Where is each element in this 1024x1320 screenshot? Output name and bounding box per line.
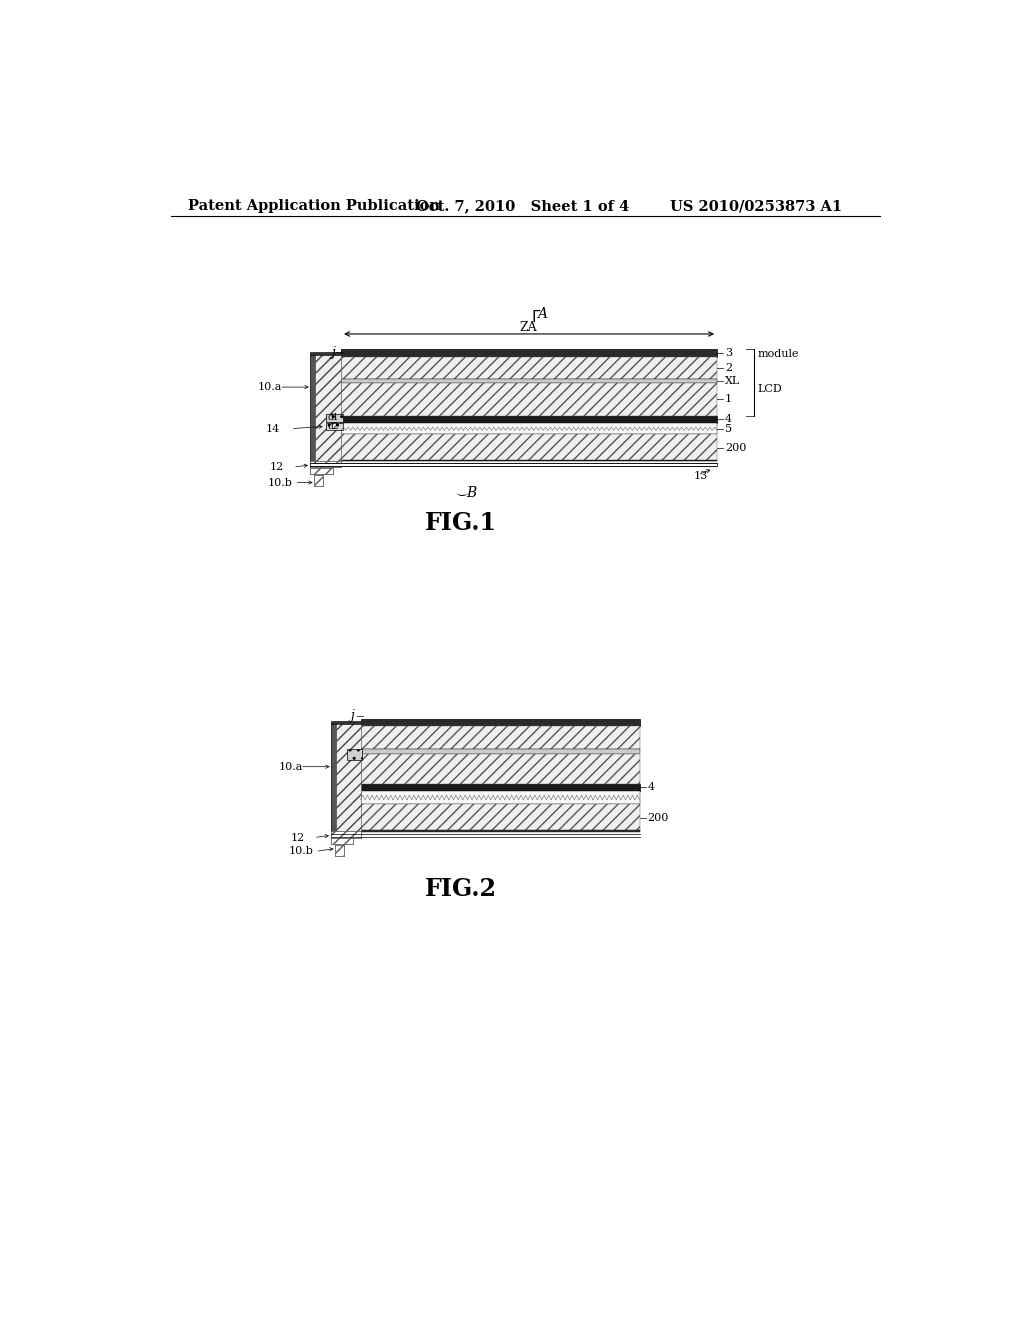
- Text: j: j: [331, 346, 335, 359]
- Bar: [310, 461, 341, 467]
- Text: Patent Application Publication: Patent Application Publication: [188, 199, 440, 213]
- Text: 12: 12: [270, 462, 284, 473]
- Bar: [341, 358, 717, 379]
- Text: A: A: [538, 308, 547, 321]
- Bar: [331, 832, 360, 838]
- Text: 5: 5: [725, 424, 732, 434]
- Bar: [346, 748, 362, 760]
- Bar: [310, 469, 334, 474]
- Text: d2: d2: [328, 422, 339, 430]
- Text: $\Gamma$: $\Gamma$: [531, 309, 542, 325]
- Text: 4: 4: [647, 783, 654, 792]
- Bar: [326, 422, 343, 430]
- Text: FIG.2: FIG.2: [425, 876, 498, 902]
- Text: 200: 200: [725, 442, 746, 453]
- Bar: [341, 434, 717, 461]
- Bar: [341, 383, 717, 416]
- Bar: [341, 416, 717, 424]
- Bar: [331, 838, 352, 845]
- Text: 200: 200: [647, 813, 669, 822]
- Text: 10.b: 10.b: [289, 846, 313, 857]
- Bar: [360, 784, 640, 792]
- Bar: [326, 414, 343, 422]
- Bar: [314, 354, 341, 461]
- Bar: [331, 721, 360, 723]
- Bar: [314, 475, 324, 486]
- Text: 4: 4: [725, 414, 732, 425]
- Bar: [310, 351, 341, 355]
- Bar: [335, 845, 344, 857]
- Bar: [341, 350, 717, 358]
- Bar: [314, 475, 324, 486]
- Bar: [336, 723, 360, 832]
- Bar: [341, 424, 717, 434]
- Text: j: j: [350, 709, 354, 722]
- Text: LCD: LCD: [758, 384, 782, 393]
- Text: 10.a: 10.a: [257, 381, 282, 392]
- Bar: [310, 461, 341, 467]
- Bar: [331, 723, 336, 832]
- Text: XL: XL: [725, 376, 740, 385]
- Bar: [335, 845, 344, 857]
- Text: 14: 14: [265, 424, 280, 434]
- Text: 10.b: 10.b: [267, 478, 293, 487]
- Text: B: B: [466, 486, 476, 500]
- Bar: [360, 726, 640, 748]
- Bar: [360, 719, 640, 726]
- Bar: [360, 755, 640, 784]
- Text: Oct. 7, 2010   Sheet 1 of 4: Oct. 7, 2010 Sheet 1 of 4: [417, 199, 630, 213]
- Text: FIG.1: FIG.1: [425, 511, 498, 535]
- Bar: [310, 463, 717, 466]
- Text: ZA: ZA: [520, 321, 538, 334]
- Text: 12: 12: [291, 833, 305, 842]
- Bar: [341, 379, 717, 383]
- Bar: [360, 830, 640, 832]
- Text: module: module: [758, 348, 799, 359]
- Bar: [310, 354, 314, 461]
- Text: 2: 2: [725, 363, 732, 372]
- Text: $\smile$: $\smile$: [453, 487, 469, 500]
- Text: 1: 1: [725, 395, 732, 404]
- Bar: [310, 469, 334, 474]
- Bar: [360, 804, 640, 832]
- Bar: [331, 838, 352, 845]
- Bar: [331, 832, 360, 838]
- Bar: [341, 459, 717, 462]
- Text: 10.a: 10.a: [279, 762, 303, 772]
- Text: 3: 3: [725, 348, 732, 358]
- Text: US 2010/0253873 A1: US 2010/0253873 A1: [671, 199, 843, 213]
- Text: d1: d1: [328, 413, 339, 422]
- Text: 13: 13: [693, 471, 708, 482]
- Bar: [360, 748, 640, 755]
- Bar: [360, 792, 640, 804]
